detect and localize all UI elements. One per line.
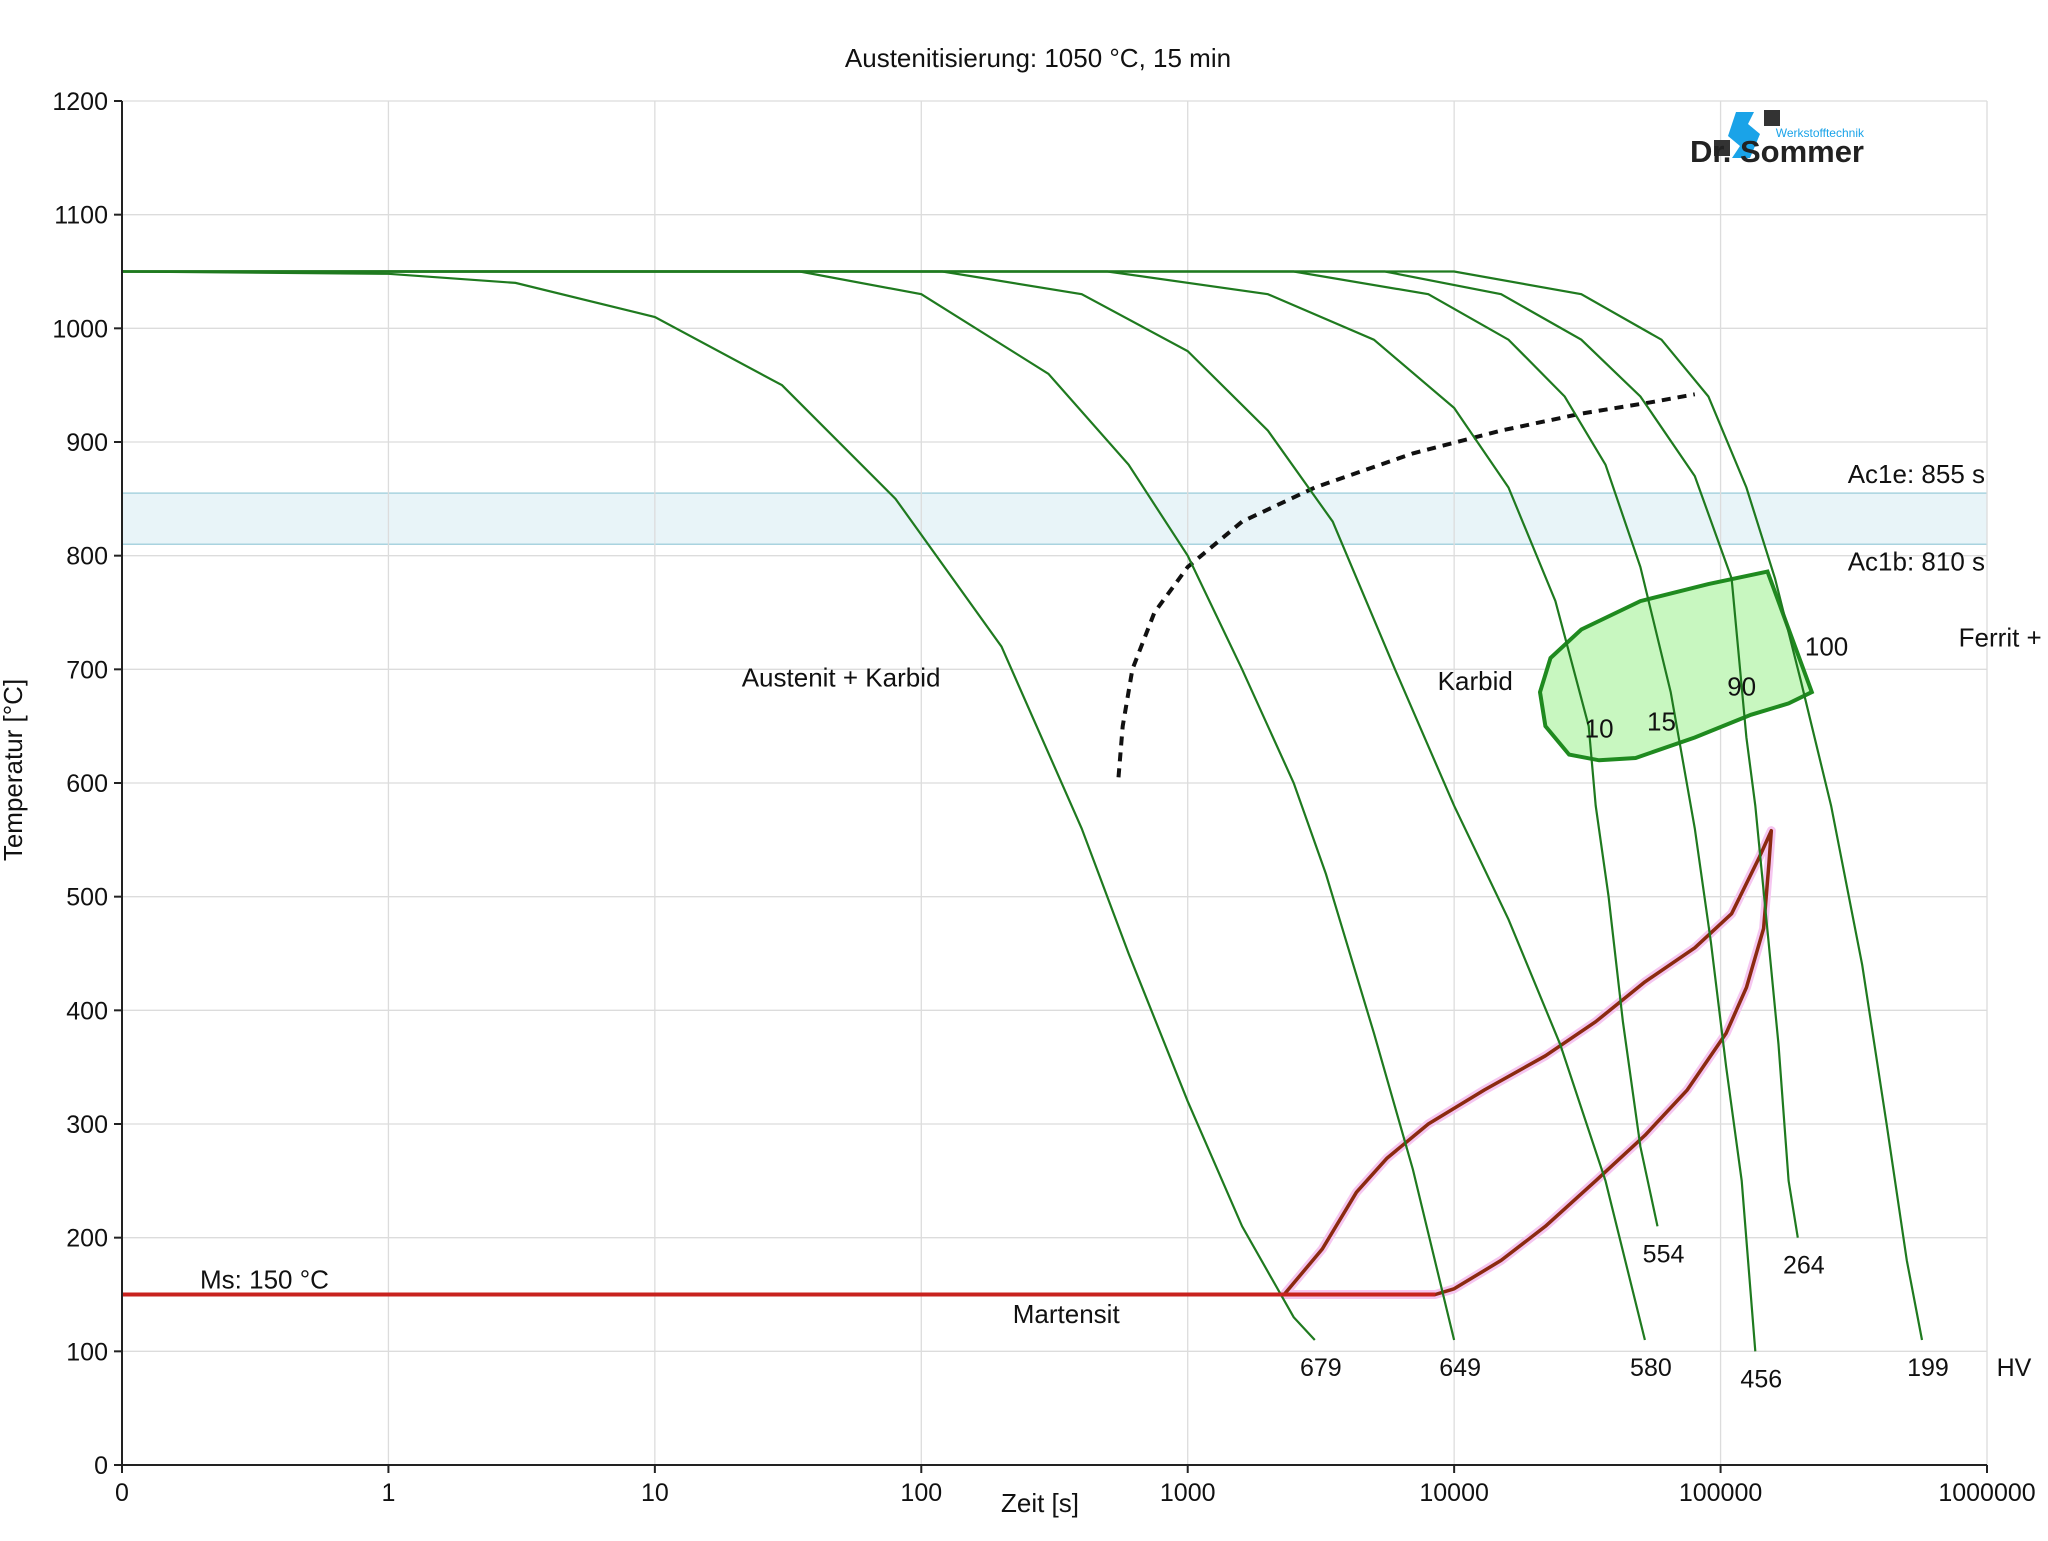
y-tick-label-1100: 1100 bbox=[54, 202, 108, 230]
transformation-label-100: 100 bbox=[1805, 632, 1848, 662]
y-tick-label-600: 600 bbox=[66, 770, 108, 798]
hv-label-580: 580 bbox=[1630, 1354, 1672, 1382]
svg-text:Werkstofftechnik: Werkstofftechnik bbox=[1776, 126, 1865, 140]
y-tick-label-400: 400 bbox=[66, 997, 108, 1025]
y-tick-label-300: 300 bbox=[66, 1111, 108, 1139]
cooling-curve-456 bbox=[122, 270, 1757, 1352]
y-tick-label-200: 200 bbox=[66, 1225, 108, 1253]
ms-label: Ms: 150 °C bbox=[200, 1265, 329, 1295]
x-tick-label-1: 1 bbox=[381, 1479, 395, 1507]
y-tick-label-0: 0 bbox=[94, 1452, 108, 1480]
x-tick-label-1000000: 1000000 bbox=[1938, 1479, 2035, 1507]
bainite-region-halo bbox=[1279, 826, 1776, 1299]
cooling-curve-554 bbox=[122, 270, 1659, 1227]
y-tick-label-800: 800 bbox=[66, 543, 108, 571]
x-axis-title: Zeit [s] bbox=[1001, 1488, 1079, 1518]
y-tick-label-900: 900 bbox=[66, 429, 108, 457]
chart-title: Austenitisierung: 1050 °C, 15 min bbox=[845, 43, 1231, 73]
y-tick-label-500: 500 bbox=[66, 884, 108, 912]
hv-label-456: 456 bbox=[1740, 1365, 1782, 1393]
cooling-curve-679 bbox=[121, 270, 1316, 1341]
region-label-karbid: Karbid bbox=[1438, 666, 1513, 696]
region-label-austenit-karbid: Austenit + Karbid bbox=[742, 662, 941, 692]
carbide-precipitation-line bbox=[1116, 392, 1696, 778]
ac-label-1: Ac1b: 810 s bbox=[1848, 546, 1985, 576]
y-tick-label-700: 700 bbox=[66, 656, 108, 684]
x-tick-label-1000: 1000 bbox=[1160, 1479, 1216, 1507]
y-tick-label-100: 100 bbox=[66, 1338, 108, 1366]
hv-label-554: 554 bbox=[1643, 1240, 1685, 1268]
y-tick-label-1000: 1000 bbox=[52, 315, 108, 343]
x-tick-label-10: 10 bbox=[641, 1479, 669, 1507]
hv-unit-label: HV bbox=[1997, 1354, 2032, 1382]
cooling-curve-580 bbox=[122, 270, 1646, 1341]
region-label-martensit: Martensit bbox=[1013, 1299, 1121, 1329]
bainite-region bbox=[1282, 828, 1774, 1297]
svg-text:Dr. Sommer: Dr. Sommer bbox=[1690, 134, 1864, 169]
transformation-label-15: 15 bbox=[1647, 707, 1676, 737]
ac-label-0: Ac1e: 855 s bbox=[1848, 459, 1985, 489]
hv-label-199: 199 bbox=[1907, 1354, 1949, 1382]
cooling-curve-649 bbox=[122, 270, 1456, 1341]
x-tick-label-100: 100 bbox=[900, 1479, 942, 1507]
y-tick-label-1200: 1200 bbox=[52, 88, 108, 116]
dr-sommer-logo: Werkstofftechnik Dr. Sommer bbox=[1690, 110, 1865, 169]
cooling-curve-199 bbox=[122, 270, 1924, 1341]
cooling-curve-264 bbox=[122, 270, 1799, 1238]
hv-label-679: 679 bbox=[1300, 1354, 1342, 1382]
region-label-ferrit-karbid: Ferrit + Karbid bbox=[1959, 623, 2048, 653]
hv-label-264: 264 bbox=[1783, 1252, 1825, 1280]
y-axis-title: Temperatur [°C] bbox=[0, 679, 28, 861]
hv-label-649: 649 bbox=[1439, 1354, 1481, 1382]
ac-band bbox=[122, 493, 1987, 545]
x-tick-label-0: 0 bbox=[115, 1479, 129, 1507]
x-tick-label-100000: 100000 bbox=[1679, 1479, 1762, 1507]
x-tick-label-10000: 10000 bbox=[1419, 1479, 1489, 1507]
transformation-label-10: 10 bbox=[1585, 714, 1614, 744]
transformation-label-90: 90 bbox=[1727, 671, 1756, 701]
